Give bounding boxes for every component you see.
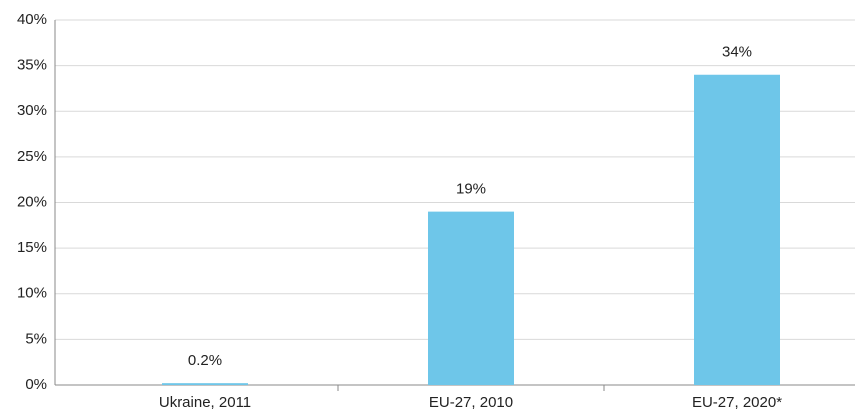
y-tick-label: 40% xyxy=(17,11,47,28)
y-tick-label: 0% xyxy=(25,376,47,393)
data-label: 34% xyxy=(722,44,752,61)
x-tick-label: EU-27, 2010 xyxy=(429,394,513,411)
x-tick-label: Ukraine, 2011 xyxy=(159,394,251,411)
bar xyxy=(428,211,514,385)
x-tick-label: EU-27, 2020* xyxy=(692,394,782,411)
y-tick-label: 15% xyxy=(17,239,47,256)
y-tick-label: 20% xyxy=(17,193,47,210)
bar xyxy=(694,74,780,385)
y-tick-label: 5% xyxy=(25,330,47,347)
data-label: 0.2% xyxy=(188,352,222,369)
bar xyxy=(162,383,248,385)
y-tick-label: 30% xyxy=(17,102,47,119)
y-tick-label: 10% xyxy=(17,285,47,302)
y-tick-label: 35% xyxy=(17,57,47,74)
data-label: 19% xyxy=(456,181,486,198)
y-tick-label: 25% xyxy=(17,148,47,165)
